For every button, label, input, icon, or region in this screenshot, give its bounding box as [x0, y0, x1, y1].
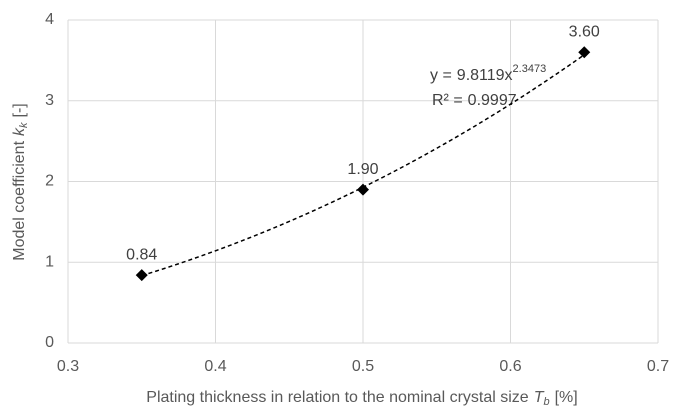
- x-tick-label: 0.7: [647, 358, 669, 375]
- data-point: [135, 269, 148, 282]
- y-tick-label: 2: [45, 173, 54, 190]
- y-label-subscript: k: [18, 122, 30, 128]
- x-label-symbol: T: [534, 389, 545, 406]
- x-axis-label: Plating thickness in relation to the nom…: [146, 389, 577, 408]
- data-label: 1.90: [347, 161, 378, 178]
- data-label: 3.60: [569, 24, 600, 41]
- x-tick-label: 0.6: [499, 358, 521, 375]
- x-label-subscript: b: [543, 396, 549, 408]
- x-tick-label: 0.4: [204, 358, 226, 375]
- r-squared: R² = 0.9997: [432, 92, 517, 109]
- r-squared-value: 0.9997: [468, 92, 517, 109]
- x-label-text: Plating thickness in relation to the nom…: [146, 389, 529, 406]
- x-tick-label: 0.3: [57, 358, 79, 375]
- equation-variable: x: [505, 67, 513, 84]
- y-axis-label: Model coefficient kk [-]: [11, 103, 30, 261]
- y-tick-label: 4: [45, 11, 54, 28]
- trend-equation: y = 9.8119x2.3473: [430, 63, 546, 84]
- y-label-unit: [-]: [11, 103, 28, 117]
- equation-coefficient: 9.8119: [457, 67, 505, 84]
- y-tick-label: 1: [45, 253, 54, 270]
- equation-exponent: 2.3473: [513, 63, 547, 75]
- y-label-text: Model coefficient: [11, 140, 28, 260]
- r-squared-label: R² =: [432, 92, 463, 109]
- x-tick-label: 0.5: [352, 358, 374, 375]
- data-point: [357, 183, 369, 196]
- data-label: 0.84: [126, 246, 157, 263]
- x-label-unit: [%]: [555, 389, 578, 406]
- data-point: [578, 46, 591, 59]
- y-label-symbol: k: [11, 127, 28, 136]
- y-tick-label: 0: [45, 334, 54, 351]
- equation-lhs: y =: [430, 67, 452, 84]
- y-tick-label: 3: [45, 92, 54, 109]
